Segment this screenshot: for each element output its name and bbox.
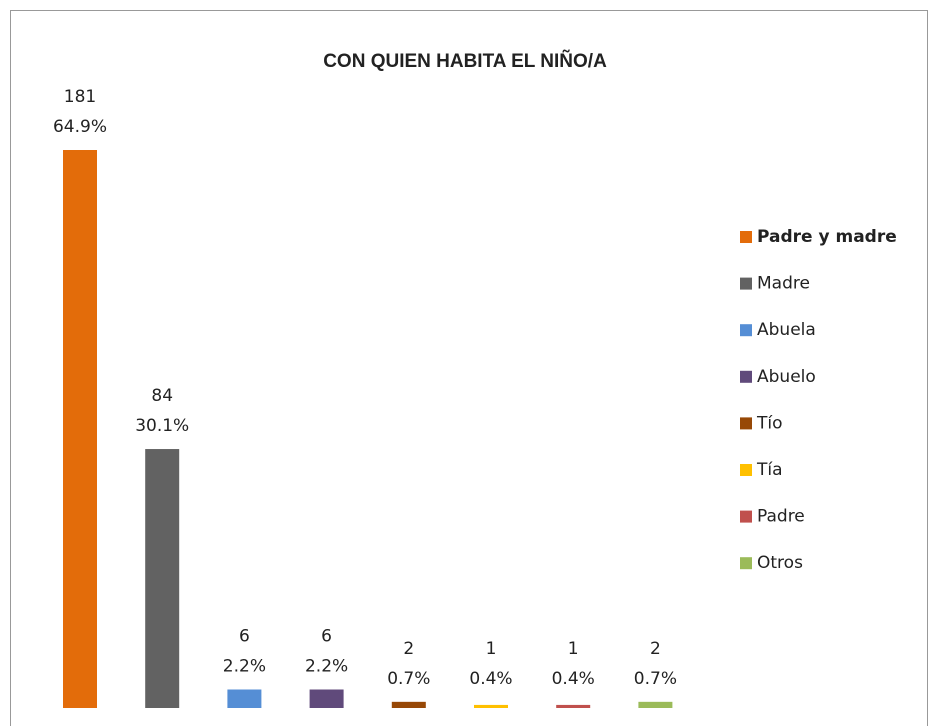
- bar: [227, 689, 262, 708]
- legend-swatch: [740, 557, 752, 570]
- data-label: 181: [64, 87, 96, 107]
- data-label: 2: [403, 639, 414, 659]
- legend-label: Tío: [756, 413, 783, 433]
- percent-label: 30.1%: [135, 416, 189, 436]
- bar: [474, 704, 508, 708]
- data-label: 6: [321, 627, 332, 647]
- legend-swatch: [740, 231, 752, 243]
- legend-swatch: [740, 417, 752, 430]
- data-label: 6: [239, 627, 250, 647]
- legend-swatch: [740, 464, 752, 476]
- data-label: 1: [568, 639, 579, 659]
- legend-swatch: [740, 324, 752, 337]
- bar: [145, 449, 180, 708]
- bar: [638, 701, 673, 708]
- legend-swatch: [740, 277, 752, 290]
- legend-swatch: [740, 510, 752, 523]
- percent-label: 0.4%: [552, 669, 595, 689]
- legend-swatch: [740, 370, 752, 383]
- data-label: 1: [486, 639, 497, 659]
- percent-label: 2.2%: [223, 657, 266, 677]
- percent-label: 0.4%: [469, 669, 512, 689]
- legend-label: Abuela: [757, 320, 816, 340]
- percent-label: 2.2%: [305, 657, 348, 677]
- legend-label: Padre: [757, 507, 805, 527]
- bar: [309, 689, 344, 708]
- percent-label: 64.9%: [53, 117, 107, 137]
- legend-label: Tía: [756, 460, 783, 480]
- data-label: 2: [650, 639, 661, 659]
- legend-label: Padre y madre: [757, 227, 897, 247]
- legend-label: Otros: [757, 553, 803, 573]
- bar: [556, 704, 591, 708]
- legend-label: Abuelo: [757, 367, 816, 387]
- bar: [63, 150, 97, 708]
- percent-label: 0.7%: [634, 669, 677, 689]
- bar: [391, 701, 426, 708]
- percent-label: 0.7%: [387, 669, 430, 689]
- chart-title: CON QUIEN HABITA EL NIÑO/A: [323, 50, 607, 72]
- data-label: 84: [151, 386, 173, 406]
- legend-label: Madre: [757, 274, 810, 294]
- chart-border: [10, 10, 928, 726]
